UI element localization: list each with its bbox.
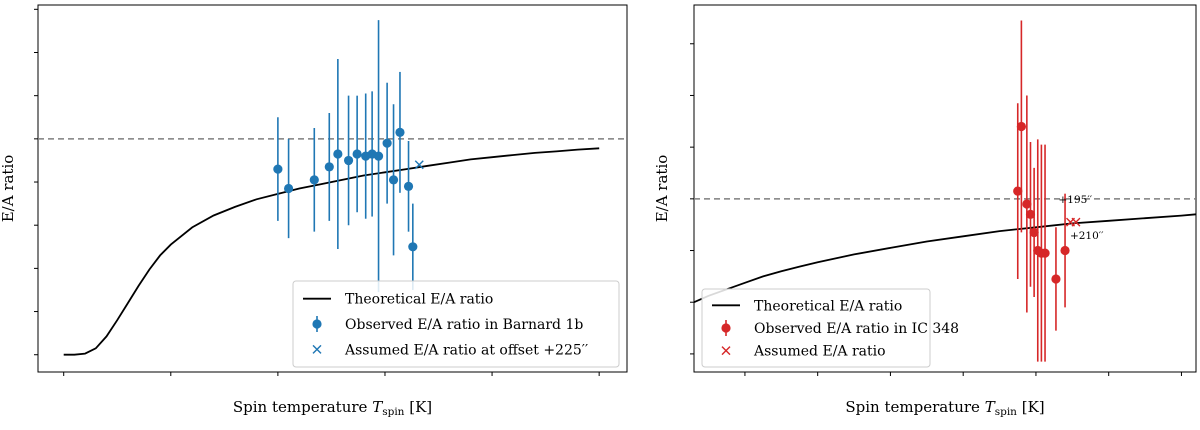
- legend-observed-label: Observed E/A ratio in IC 348: [754, 321, 959, 337]
- axes-frame: [37, 4, 628, 373]
- observed-point: [1022, 199, 1032, 209]
- plot-area: [38, 20, 627, 356]
- observed-point: [273, 164, 283, 174]
- observed-point: [1016, 121, 1026, 132]
- y-axis-label: E/A ratio: [0, 155, 17, 223]
- legend-observed-marker: [312, 319, 322, 329]
- assumed-marker: [1071, 217, 1081, 227]
- observed-point: [1013, 186, 1023, 196]
- observed-point: [403, 181, 414, 191]
- y-axis-label: E/A ratio: [653, 155, 671, 223]
- axes-frame: [693, 4, 1197, 373]
- observed-point: [1029, 227, 1039, 238]
- observed-point: [373, 151, 384, 161]
- observed-point: [283, 183, 294, 194]
- observed-point: [343, 155, 354, 166]
- legend-theory-label: Theoretical E/A ratio: [345, 292, 493, 308]
- observed-point: [408, 242, 418, 252]
- legend: Theoretical E/A ratio Observed E/A ratio …: [701, 288, 959, 368]
- legend-assumed-swatch: [312, 344, 322, 354]
- x-axis-label: Spin temperature Tspin [K]: [845, 398, 1044, 418]
- observed-point: [388, 175, 399, 185]
- assumed-marker: [414, 160, 424, 170]
- x-axis-label: Spin temperature Tspin [K]: [233, 398, 432, 418]
- observed-point: [352, 149, 362, 159]
- plot-area: [694, 20, 1196, 362]
- observed-point: [333, 149, 343, 159]
- observed-point: [309, 175, 319, 185]
- offset-annotation: +210′′: [1070, 230, 1104, 242]
- legend-assumed-swatch: [721, 346, 731, 356]
- panel-ic-348: Spin temperature Tspin [K] E/A ratio +195′…: [653, 4, 1197, 418]
- observed-point: [395, 127, 405, 137]
- observed-point: [1060, 245, 1070, 256]
- observed-point: [324, 162, 334, 172]
- legend-box: [292, 280, 620, 368]
- observed-point: [1025, 209, 1036, 219]
- legend-observed-label: Observed E/A ratio in Barnard 1b: [345, 317, 583, 333]
- legend-box: [701, 288, 931, 368]
- legend: Theoretical E/A ratio Observed E/A ratio …: [292, 280, 620, 368]
- legend-assumed-label: Assumed E/A ratio at offset +225′′: [344, 342, 588, 358]
- legend-assumed-label: Assumed E/A ratio: [753, 344, 886, 360]
- observed-point: [382, 138, 392, 148]
- observed-point: [1051, 274, 1061, 284]
- legend-theory-label: Theoretical E/A ratio: [754, 298, 902, 314]
- panel-barnard-1b: Spin temperature Tspin [K] E/A ratio Theor…: [0, 4, 628, 418]
- legend-observed-marker: [721, 323, 731, 333]
- offset-annotation: +195′′: [1059, 194, 1093, 206]
- observed-point: [1040, 248, 1050, 258]
- theory-curve: [694, 213, 1196, 304]
